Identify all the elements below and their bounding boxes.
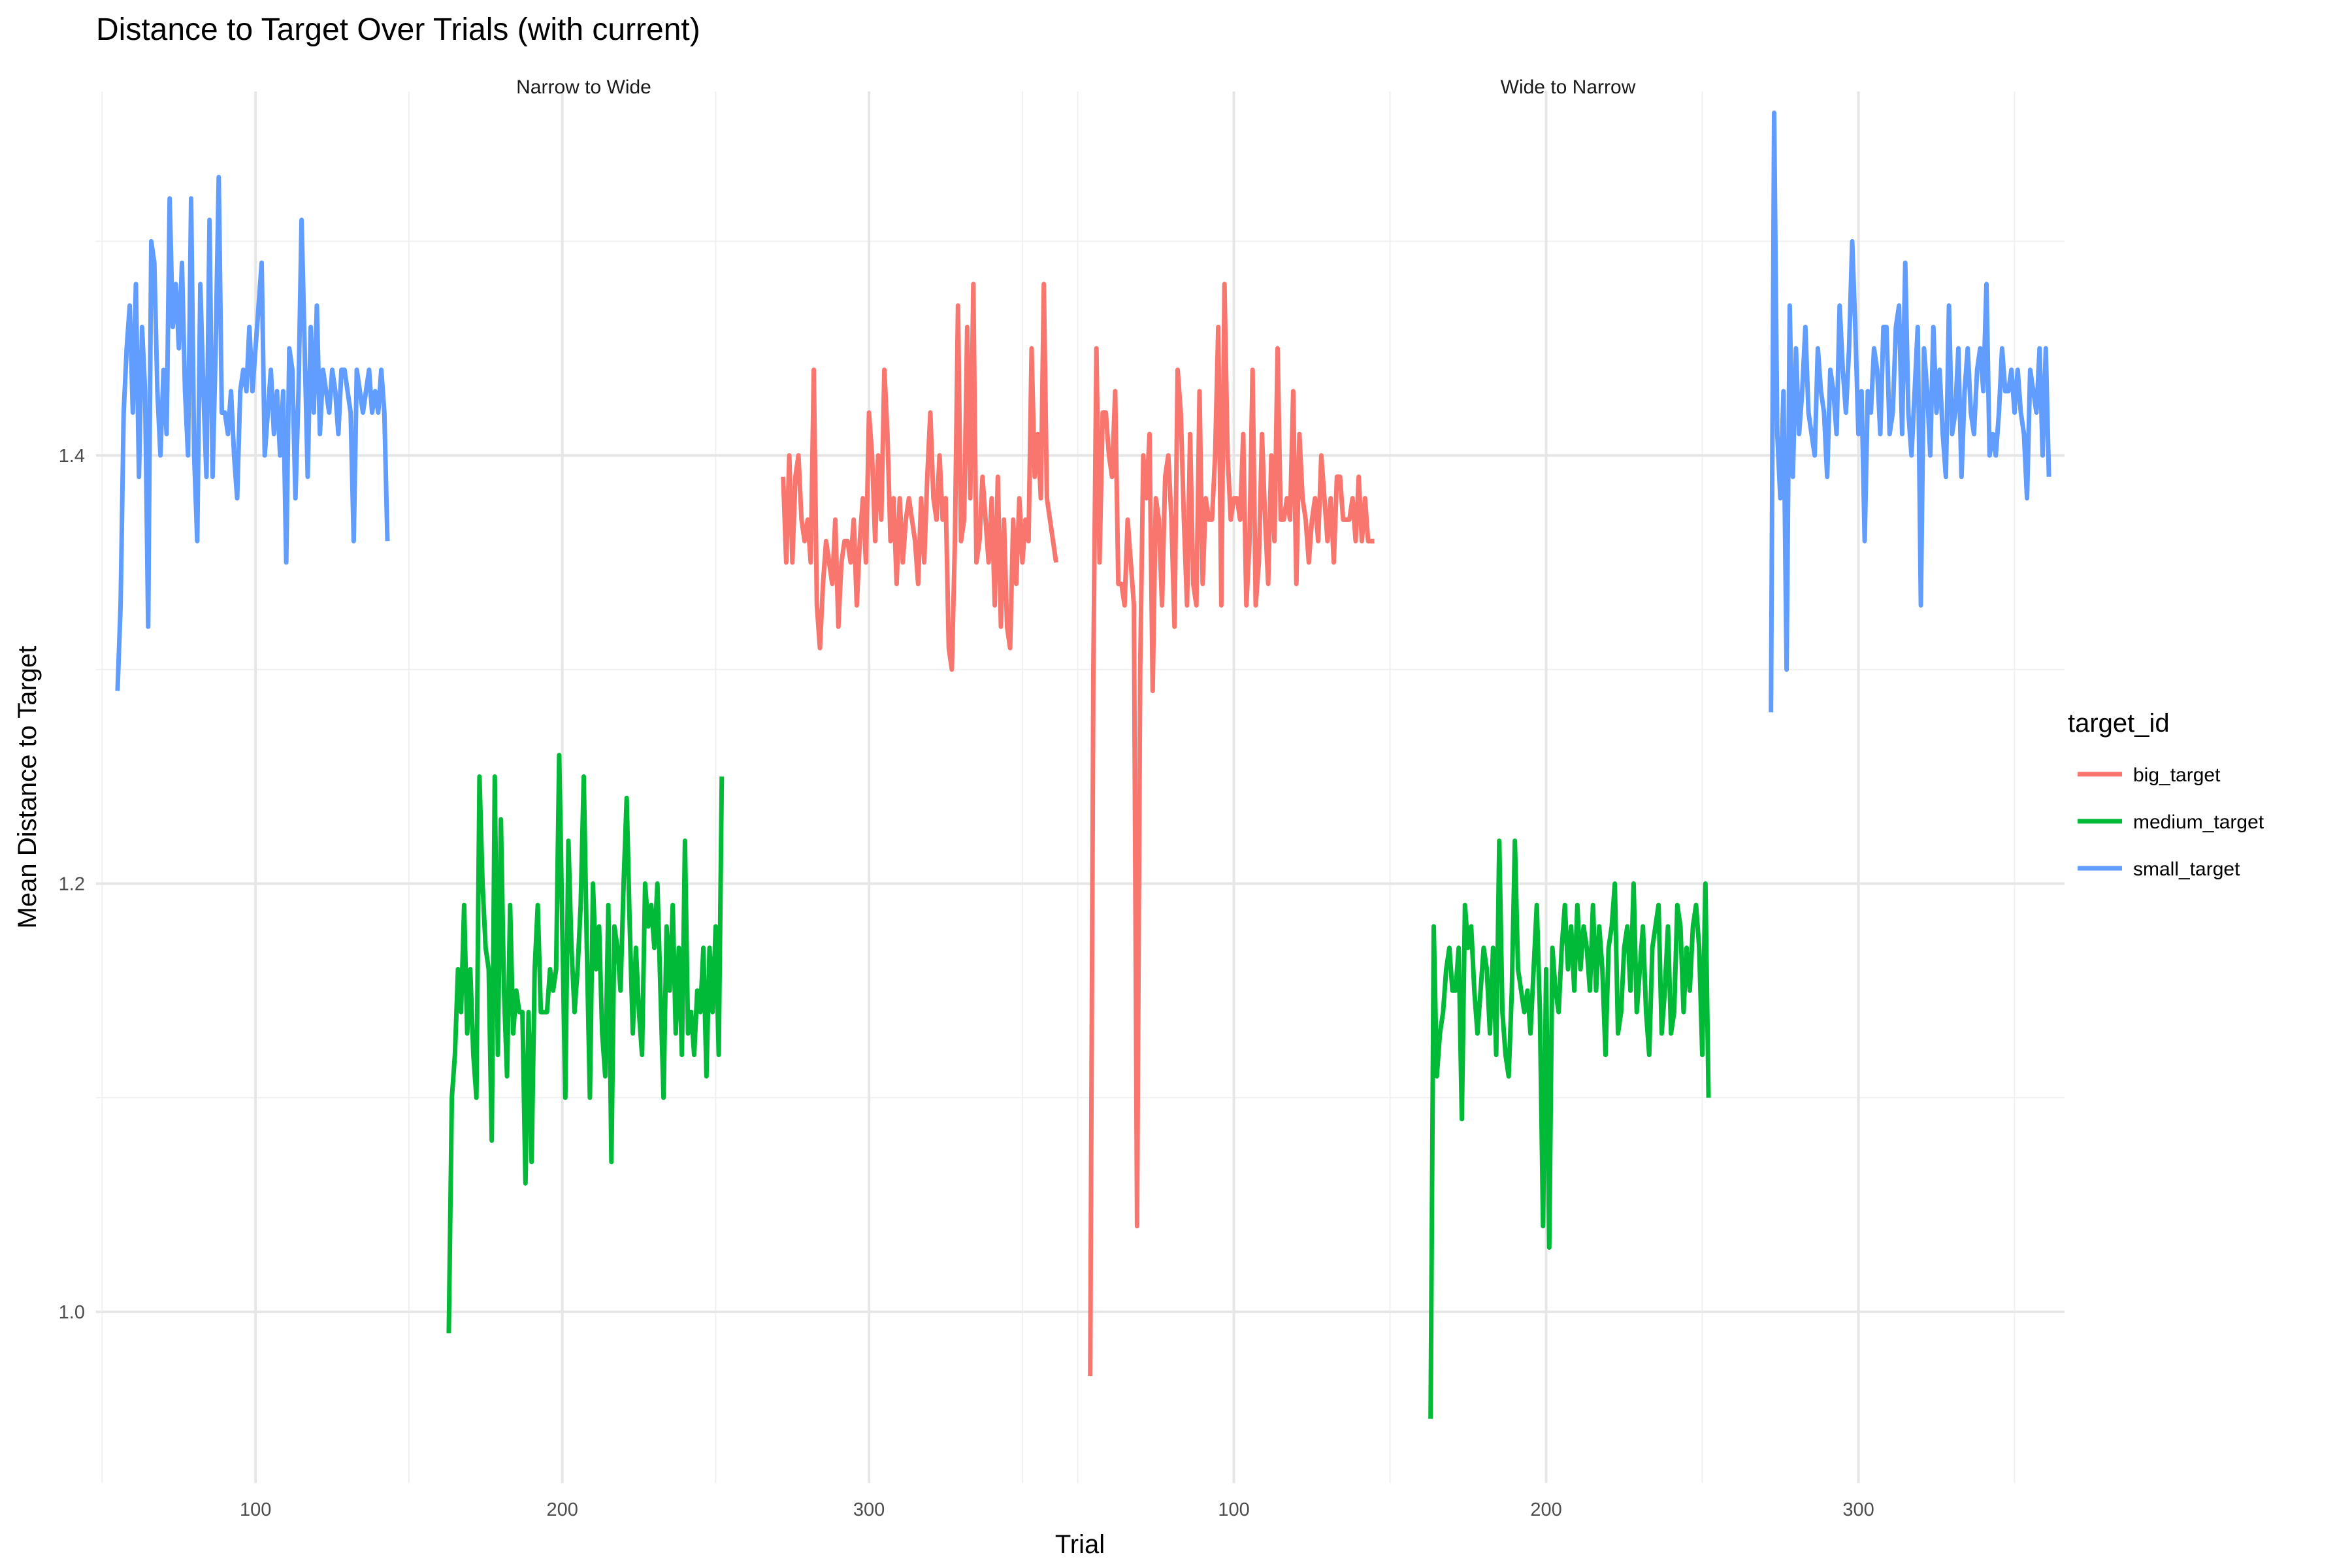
x-tick-label: 100 <box>240 1499 271 1520</box>
chart-title: Distance to Target Over Trials (with cur… <box>96 12 700 47</box>
facet-strip-label: Wide to Narrow <box>1501 76 1636 98</box>
series-line-big-target <box>781 282 1058 672</box>
x-tick-label: 200 <box>1530 1499 1561 1520</box>
x-tick-label: 200 <box>546 1499 578 1520</box>
y-tick-label: 1.2 <box>59 874 85 894</box>
legend-label-medium-target: medium_target <box>2133 811 2264 833</box>
axes-layer: 100 200 300 100 200 300 1.0 1.2 1.4 Trial Mean Dis… <box>13 446 1874 1559</box>
y-tick-label: 1.4 <box>59 446 85 466</box>
series-line-medium-target <box>1428 838 1711 1419</box>
x-tick-label: 300 <box>853 1499 885 1520</box>
x-tick-label: 300 <box>1842 1499 1874 1520</box>
facet-panel-narrow-to-wide: Narrow to Wide <box>96 76 1071 1483</box>
facet-panel-wide-to-narrow: Wide to Narrow <box>1071 76 2065 1483</box>
legend-label-small-target: small_target <box>2133 858 2240 880</box>
legend-label-big-target: big_target <box>2133 764 2221 786</box>
x-axis-title: Trial <box>1055 1530 1105 1559</box>
y-tick-label: 1.0 <box>59 1302 85 1323</box>
legend-title: target_id <box>2068 709 2170 738</box>
x-tick-label: 100 <box>1218 1499 1249 1520</box>
series-line-big-target <box>1088 282 1375 1377</box>
legend: target_id big_target medium_target small_ta… <box>2068 709 2264 880</box>
series-line-medium-target <box>446 753 725 1333</box>
y-axis-title: Mean Distance to Target <box>13 646 42 929</box>
series-line-small-target <box>1769 110 2051 713</box>
facet-strip-label: Narrow to Wide <box>516 76 651 98</box>
series-line-small-target <box>115 174 390 691</box>
